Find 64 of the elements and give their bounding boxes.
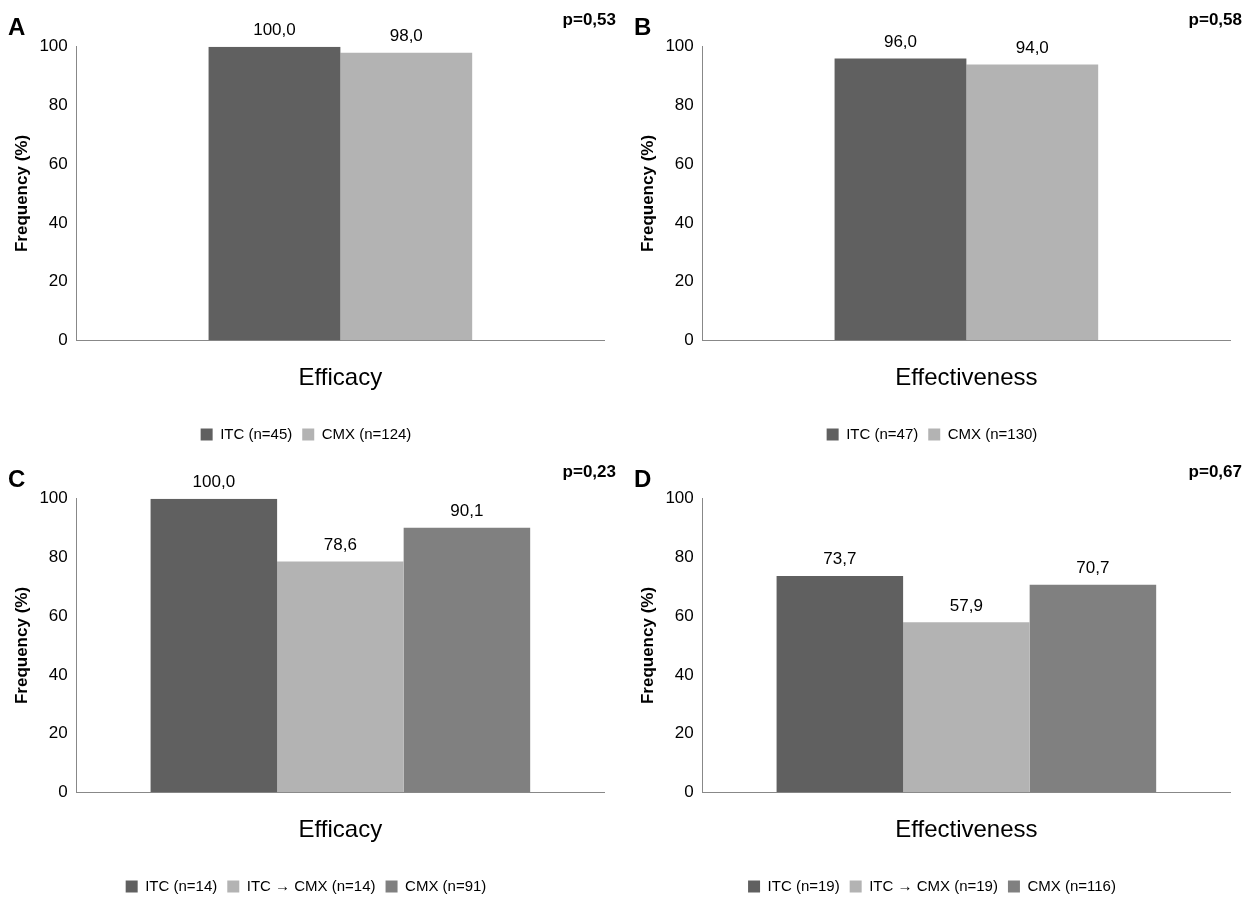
y-tick-label: 20 <box>674 723 694 743</box>
text: p=0,67 <box>1188 462 1242 482</box>
y-tick-label: 0 <box>58 781 68 801</box>
legend-label: CMX (n=130) <box>947 424 1038 442</box>
y-tick-label: 80 <box>674 95 694 115</box>
x-tick-label: Efficacy <box>298 363 383 391</box>
y-tick-label: 80 <box>48 547 68 567</box>
legend-label: ITC → CMX (n=14) <box>246 876 376 894</box>
data-label: 94,0 <box>1015 37 1049 57</box>
legend-label: ITC (n=47) <box>846 424 919 442</box>
legend-label: CMX (n=91) <box>405 876 487 894</box>
y-tick-label: 80 <box>48 95 68 115</box>
text: p=0,23 <box>562 462 616 482</box>
legend-label: ITC (n=45) <box>220 424 293 442</box>
bar <box>150 498 278 793</box>
chart-title: C <box>8 465 26 493</box>
y-tick-label: 40 <box>48 664 68 684</box>
y-axis-title: Frequency (%) <box>637 586 657 705</box>
chart-title: B <box>634 13 652 41</box>
data-label: 73,7 <box>823 549 857 569</box>
y-tick-label: 60 <box>48 153 68 173</box>
legend-label: ITC → CMX (n=19) <box>869 876 998 894</box>
y-axis-title: Frequency (%) <box>637 134 657 253</box>
legend-label: CMX (n=124) <box>321 424 412 442</box>
y-tick-label: 60 <box>674 153 694 173</box>
y-tick-label: 40 <box>674 212 694 232</box>
legend-label: ITC (n=14) <box>145 876 218 894</box>
y-tick-label: 40 <box>48 212 68 232</box>
bar <box>776 575 904 793</box>
bar <box>903 622 1030 793</box>
y-tick-label: 100 <box>665 488 694 508</box>
y-tick-label: 80 <box>674 547 694 567</box>
y-tick-label: 40 <box>674 664 694 684</box>
text: p=0,58 <box>1188 10 1242 30</box>
y-axis-title: Frequency (%) <box>11 586 31 705</box>
y-tick-label: 100 <box>39 36 68 56</box>
data-label: 90,1 <box>450 501 484 521</box>
data-label: 70,7 <box>1076 557 1110 577</box>
y-tick-label: 20 <box>674 271 694 291</box>
y-tick-label: 20 <box>48 723 68 743</box>
data-label: 96,0 <box>883 31 918 51</box>
data-label: 100,0 <box>192 471 236 491</box>
y-tick-label: 100 <box>39 488 68 508</box>
data-label: 98,0 <box>389 25 423 45</box>
bar <box>277 561 404 793</box>
y-tick-label: 60 <box>48 605 68 625</box>
y-tick-label: 60 <box>674 605 694 625</box>
legend-label: ITC (n=19) <box>767 876 840 894</box>
y-tick-label: 0 <box>684 781 694 801</box>
y-tick-label: 0 <box>684 329 694 349</box>
x-tick-label: Effectiveness <box>895 363 1038 391</box>
y-axis-title: Frequency (%) <box>11 134 31 253</box>
chart-title: A <box>8 13 26 41</box>
chart-title: D <box>634 465 652 493</box>
y-tick-label: 20 <box>48 271 68 291</box>
y-tick-label: 0 <box>58 329 68 349</box>
data-label: 57,9 <box>949 595 983 615</box>
text: p=0,53 <box>562 10 616 30</box>
y-tick-label: 100 <box>665 36 694 56</box>
data-label: 78,6 <box>323 534 357 554</box>
legend-label: CMX (n=116) <box>1027 876 1116 894</box>
x-tick-label: Effectiveness <box>895 815 1038 843</box>
x-tick-label: Efficacy <box>298 815 383 843</box>
data-label: 100,0 <box>253 19 296 39</box>
